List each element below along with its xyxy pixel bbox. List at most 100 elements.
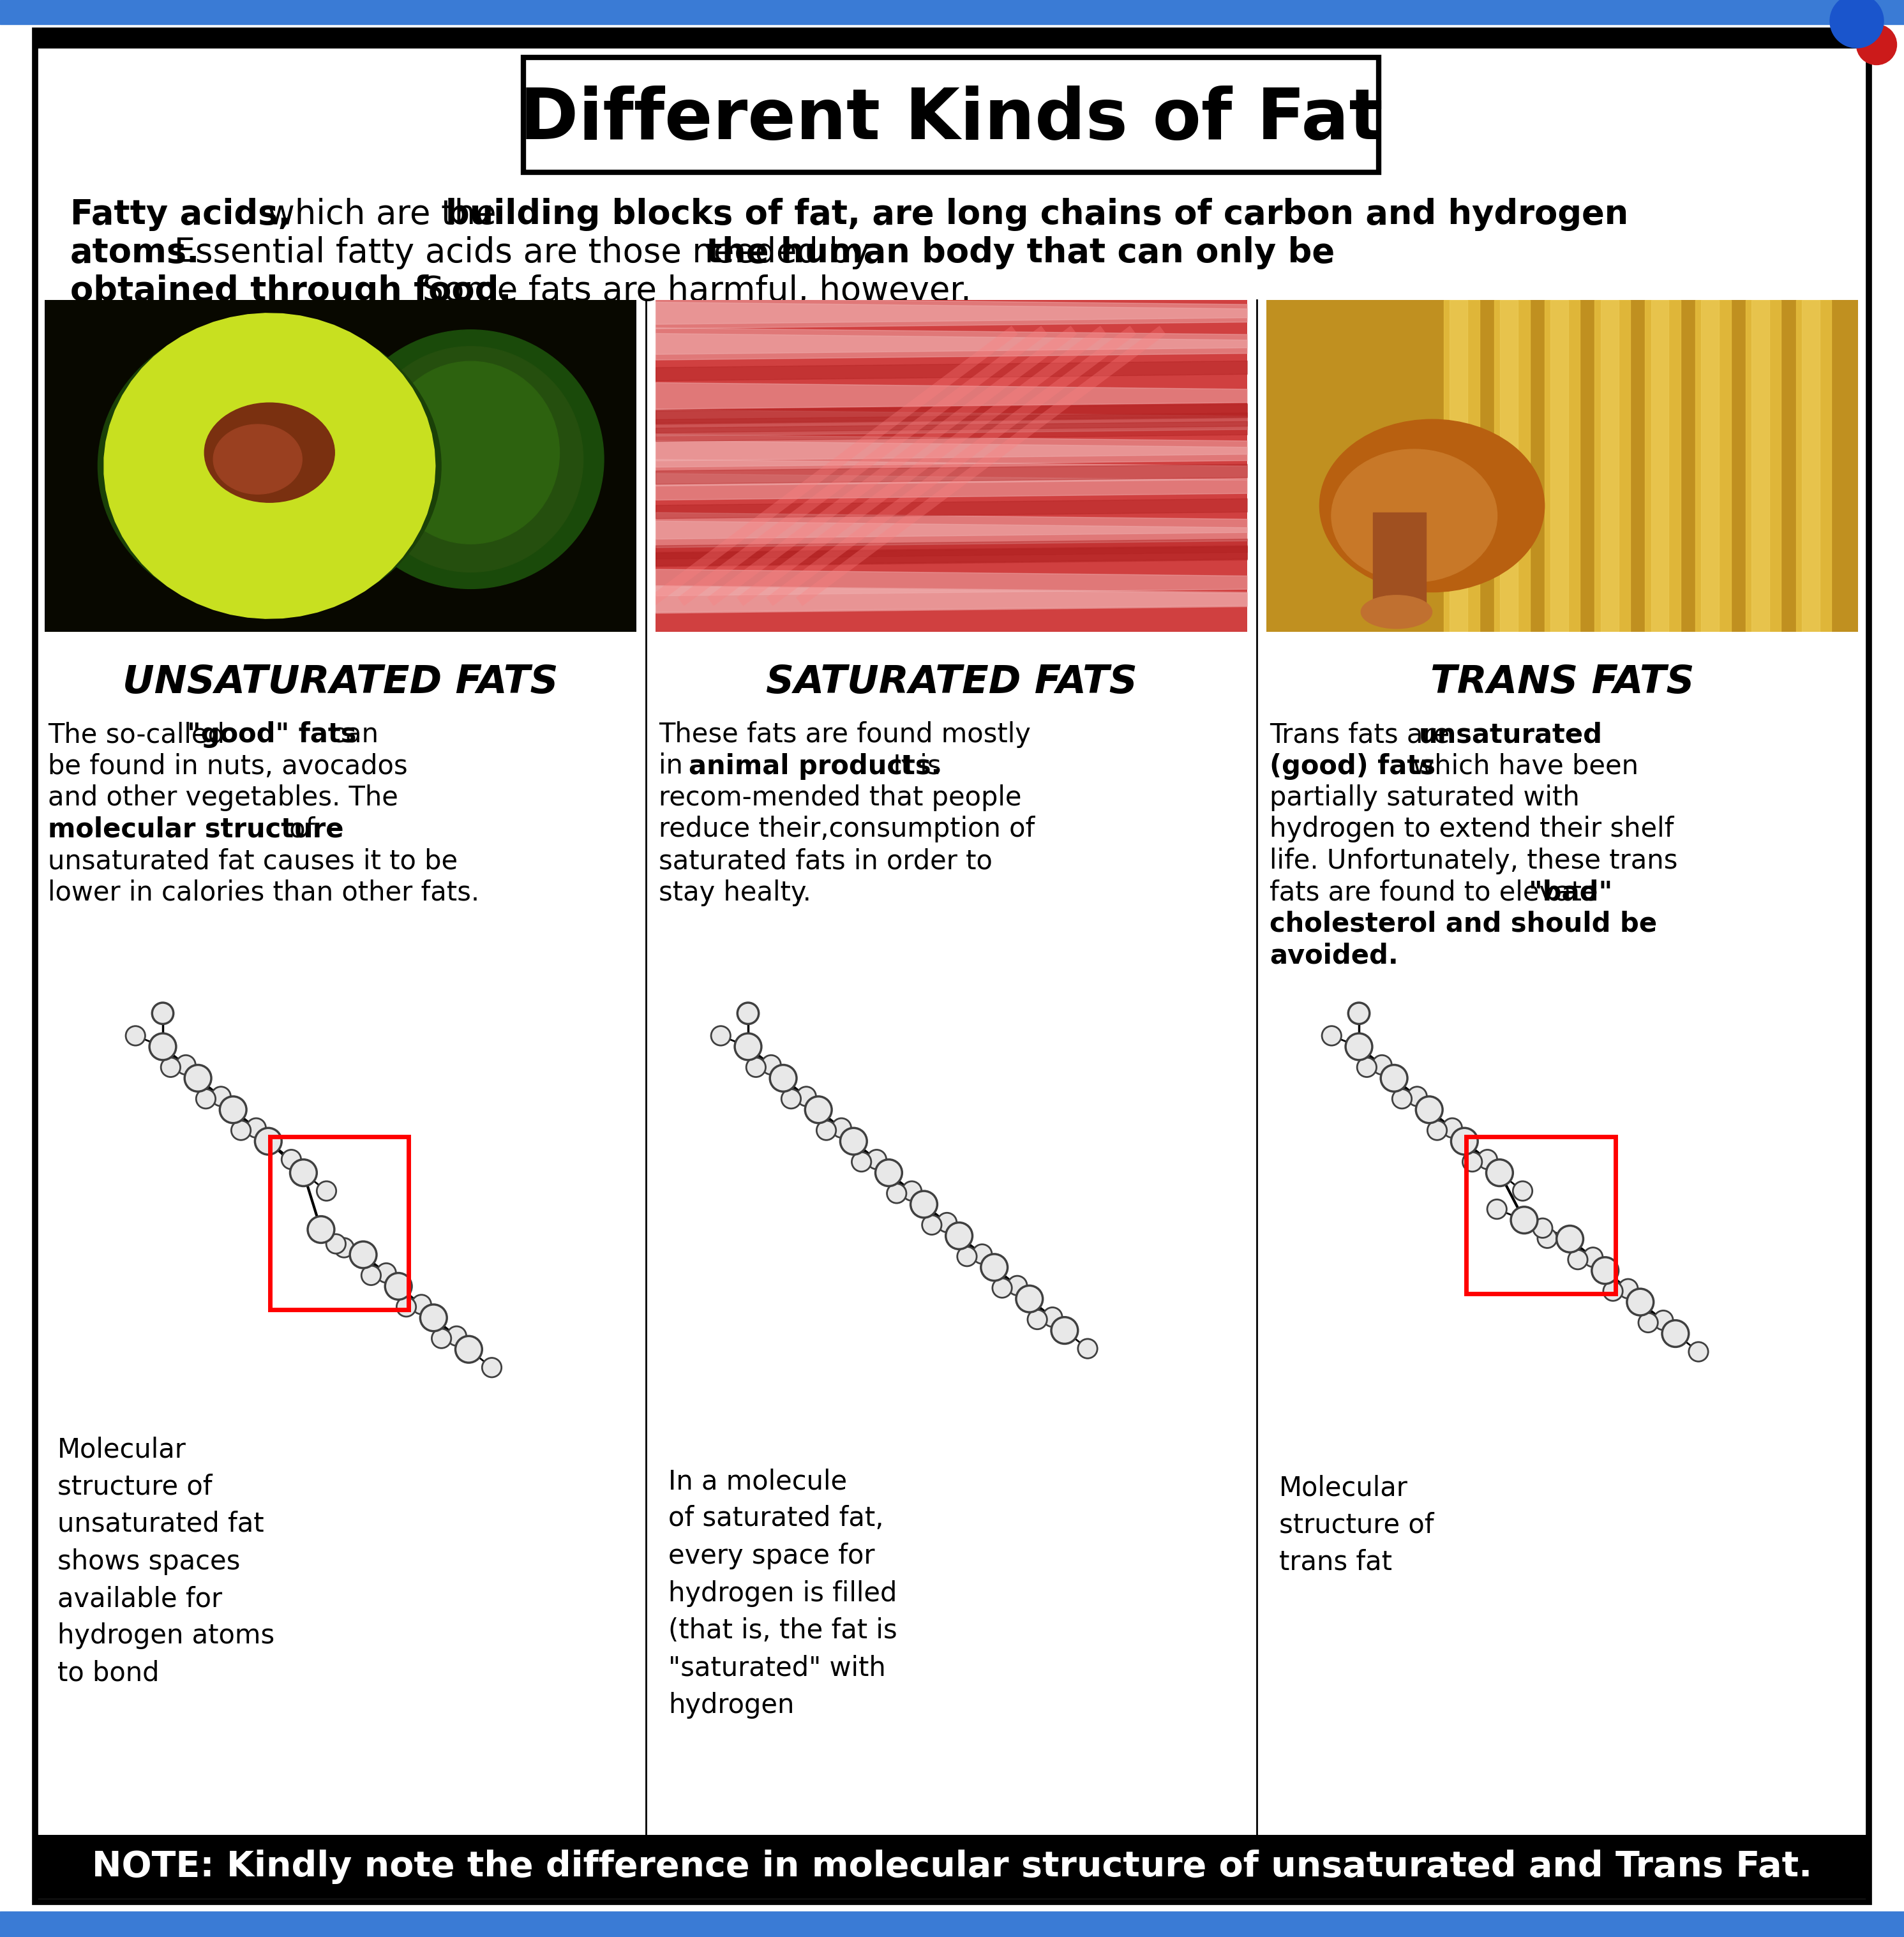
Bar	[1645, 300, 1681, 631]
Text: obtained through food.: obtained through food.	[70, 275, 512, 308]
Text: TRANS FATS: TRANS FATS	[1430, 664, 1695, 701]
Text: unsaturated: unsaturated	[1418, 721, 1603, 748]
Bar	[1443, 300, 1479, 631]
Ellipse shape	[1361, 595, 1432, 628]
Circle shape	[887, 1184, 906, 1203]
Text: reduce their,consumption of: reduce their,consumption of	[659, 815, 1034, 843]
Circle shape	[1689, 1342, 1708, 1362]
Circle shape	[1533, 1218, 1552, 1238]
Text: recom-mended that people: recom-mended that people	[659, 784, 1022, 812]
Text: saturated fats in order to: saturated fats in order to	[659, 848, 992, 874]
Circle shape	[737, 1003, 758, 1025]
Text: (good) fats: (good) fats	[1270, 753, 1436, 779]
Circle shape	[805, 1096, 832, 1123]
Circle shape	[316, 1182, 337, 1201]
Text: These fats are found mostly: These fats are found mostly	[659, 721, 1030, 748]
Circle shape	[1417, 1096, 1443, 1123]
Circle shape	[1856, 25, 1896, 64]
Text: the human body that can only be: the human body that can only be	[706, 236, 1335, 269]
Circle shape	[1373, 1056, 1392, 1075]
Bar	[1746, 300, 1780, 631]
Circle shape	[781, 1089, 802, 1108]
Bar	[1695, 300, 1731, 631]
Circle shape	[149, 1032, 175, 1060]
Circle shape	[185, 1065, 211, 1092]
Text: SATURATED FATS: SATURATED FATS	[765, 664, 1137, 701]
Circle shape	[1428, 1122, 1447, 1141]
Circle shape	[289, 1160, 316, 1185]
Bar	[1795, 300, 1832, 631]
Text: avoided.: avoided.	[1270, 941, 1398, 968]
Bar	[1373, 513, 1426, 618]
Bar	[1500, 300, 1517, 631]
Circle shape	[1603, 1282, 1622, 1302]
Circle shape	[1321, 1027, 1340, 1046]
Ellipse shape	[97, 316, 442, 616]
Text: It is: It is	[885, 753, 941, 779]
Bar	[1702, 300, 1719, 631]
Bar	[1550, 300, 1569, 631]
Circle shape	[335, 1238, 354, 1257]
Ellipse shape	[337, 329, 604, 589]
Circle shape	[362, 1265, 381, 1284]
Bar	[1752, 300, 1769, 631]
Circle shape	[922, 1214, 941, 1234]
Text: of: of	[280, 815, 314, 843]
Circle shape	[1618, 1278, 1637, 1298]
Circle shape	[1346, 1032, 1373, 1060]
Text: Molecular
structure of
trans fat: Molecular structure of trans fat	[1279, 1474, 1434, 1577]
Text: be found in nuts, avocados: be found in nuts, avocados	[48, 753, 407, 779]
Bar	[1466, 1137, 1615, 1294]
Bar	[270, 1137, 409, 1309]
Circle shape	[1662, 1321, 1689, 1346]
Circle shape	[211, 1087, 230, 1106]
Text: Fatty acids,: Fatty acids,	[70, 198, 291, 231]
Ellipse shape	[358, 347, 583, 571]
Circle shape	[175, 1056, 196, 1075]
Circle shape	[396, 1298, 415, 1317]
Text: which are the: which are the	[257, 198, 506, 231]
Text: atoms.: atoms.	[70, 236, 200, 269]
Text: which have been: which have been	[1405, 753, 1639, 779]
Circle shape	[937, 1213, 956, 1232]
Text: stay healty.: stay healty.	[659, 879, 811, 907]
Circle shape	[455, 1337, 482, 1364]
Circle shape	[992, 1278, 1011, 1298]
Text: NOTE: Kindly note the difference in molecular structure of unsaturated and Trans: NOTE: Kindly note the difference in mole…	[91, 1850, 1813, 1885]
Circle shape	[1407, 1087, 1426, 1106]
Circle shape	[230, 1122, 251, 1141]
Circle shape	[1626, 1288, 1653, 1315]
Text: UNSATURATED FATS: UNSATURATED FATS	[122, 664, 558, 701]
Circle shape	[1451, 1127, 1478, 1154]
Text: "bad": "bad"	[1529, 879, 1613, 907]
Text: Trans fats are: Trans fats are	[1270, 721, 1458, 748]
Circle shape	[981, 1253, 1007, 1280]
Circle shape	[447, 1327, 466, 1346]
Circle shape	[196, 1089, 215, 1108]
Circle shape	[1348, 1003, 1369, 1025]
Circle shape	[1830, 0, 1883, 48]
Text: life. Unfortunately, these trans: life. Unfortunately, these trans	[1270, 848, 1677, 874]
Polygon shape	[105, 314, 436, 618]
Circle shape	[902, 1182, 922, 1201]
Circle shape	[1392, 1089, 1411, 1108]
Text: In a molecule
of saturated fat,
every space for
hydrogen is filled
(that is, the: In a molecule of saturated fat, every sp…	[668, 1468, 897, 1718]
Circle shape	[482, 1358, 501, 1377]
Text: Molecular
structure of
unsaturated fat
shows spaces
available for
hydrogen atoms: Molecular structure of unsaturated fat s…	[57, 1435, 274, 1687]
Circle shape	[876, 1160, 902, 1185]
Circle shape	[1569, 1249, 1588, 1269]
Circle shape	[946, 1222, 973, 1249]
Circle shape	[411, 1294, 430, 1313]
Circle shape	[326, 1234, 347, 1253]
Circle shape	[762, 1056, 781, 1075]
Circle shape	[1487, 1199, 1506, 1218]
Circle shape	[958, 1247, 977, 1267]
Circle shape	[796, 1087, 817, 1106]
Circle shape	[817, 1122, 836, 1141]
Circle shape	[255, 1127, 282, 1154]
Circle shape	[1478, 1151, 1497, 1170]
Ellipse shape	[1331, 449, 1497, 581]
Circle shape	[1557, 1226, 1584, 1253]
Circle shape	[832, 1118, 851, 1137]
Text: unsaturated fat causes it to be: unsaturated fat causes it to be	[48, 848, 457, 874]
